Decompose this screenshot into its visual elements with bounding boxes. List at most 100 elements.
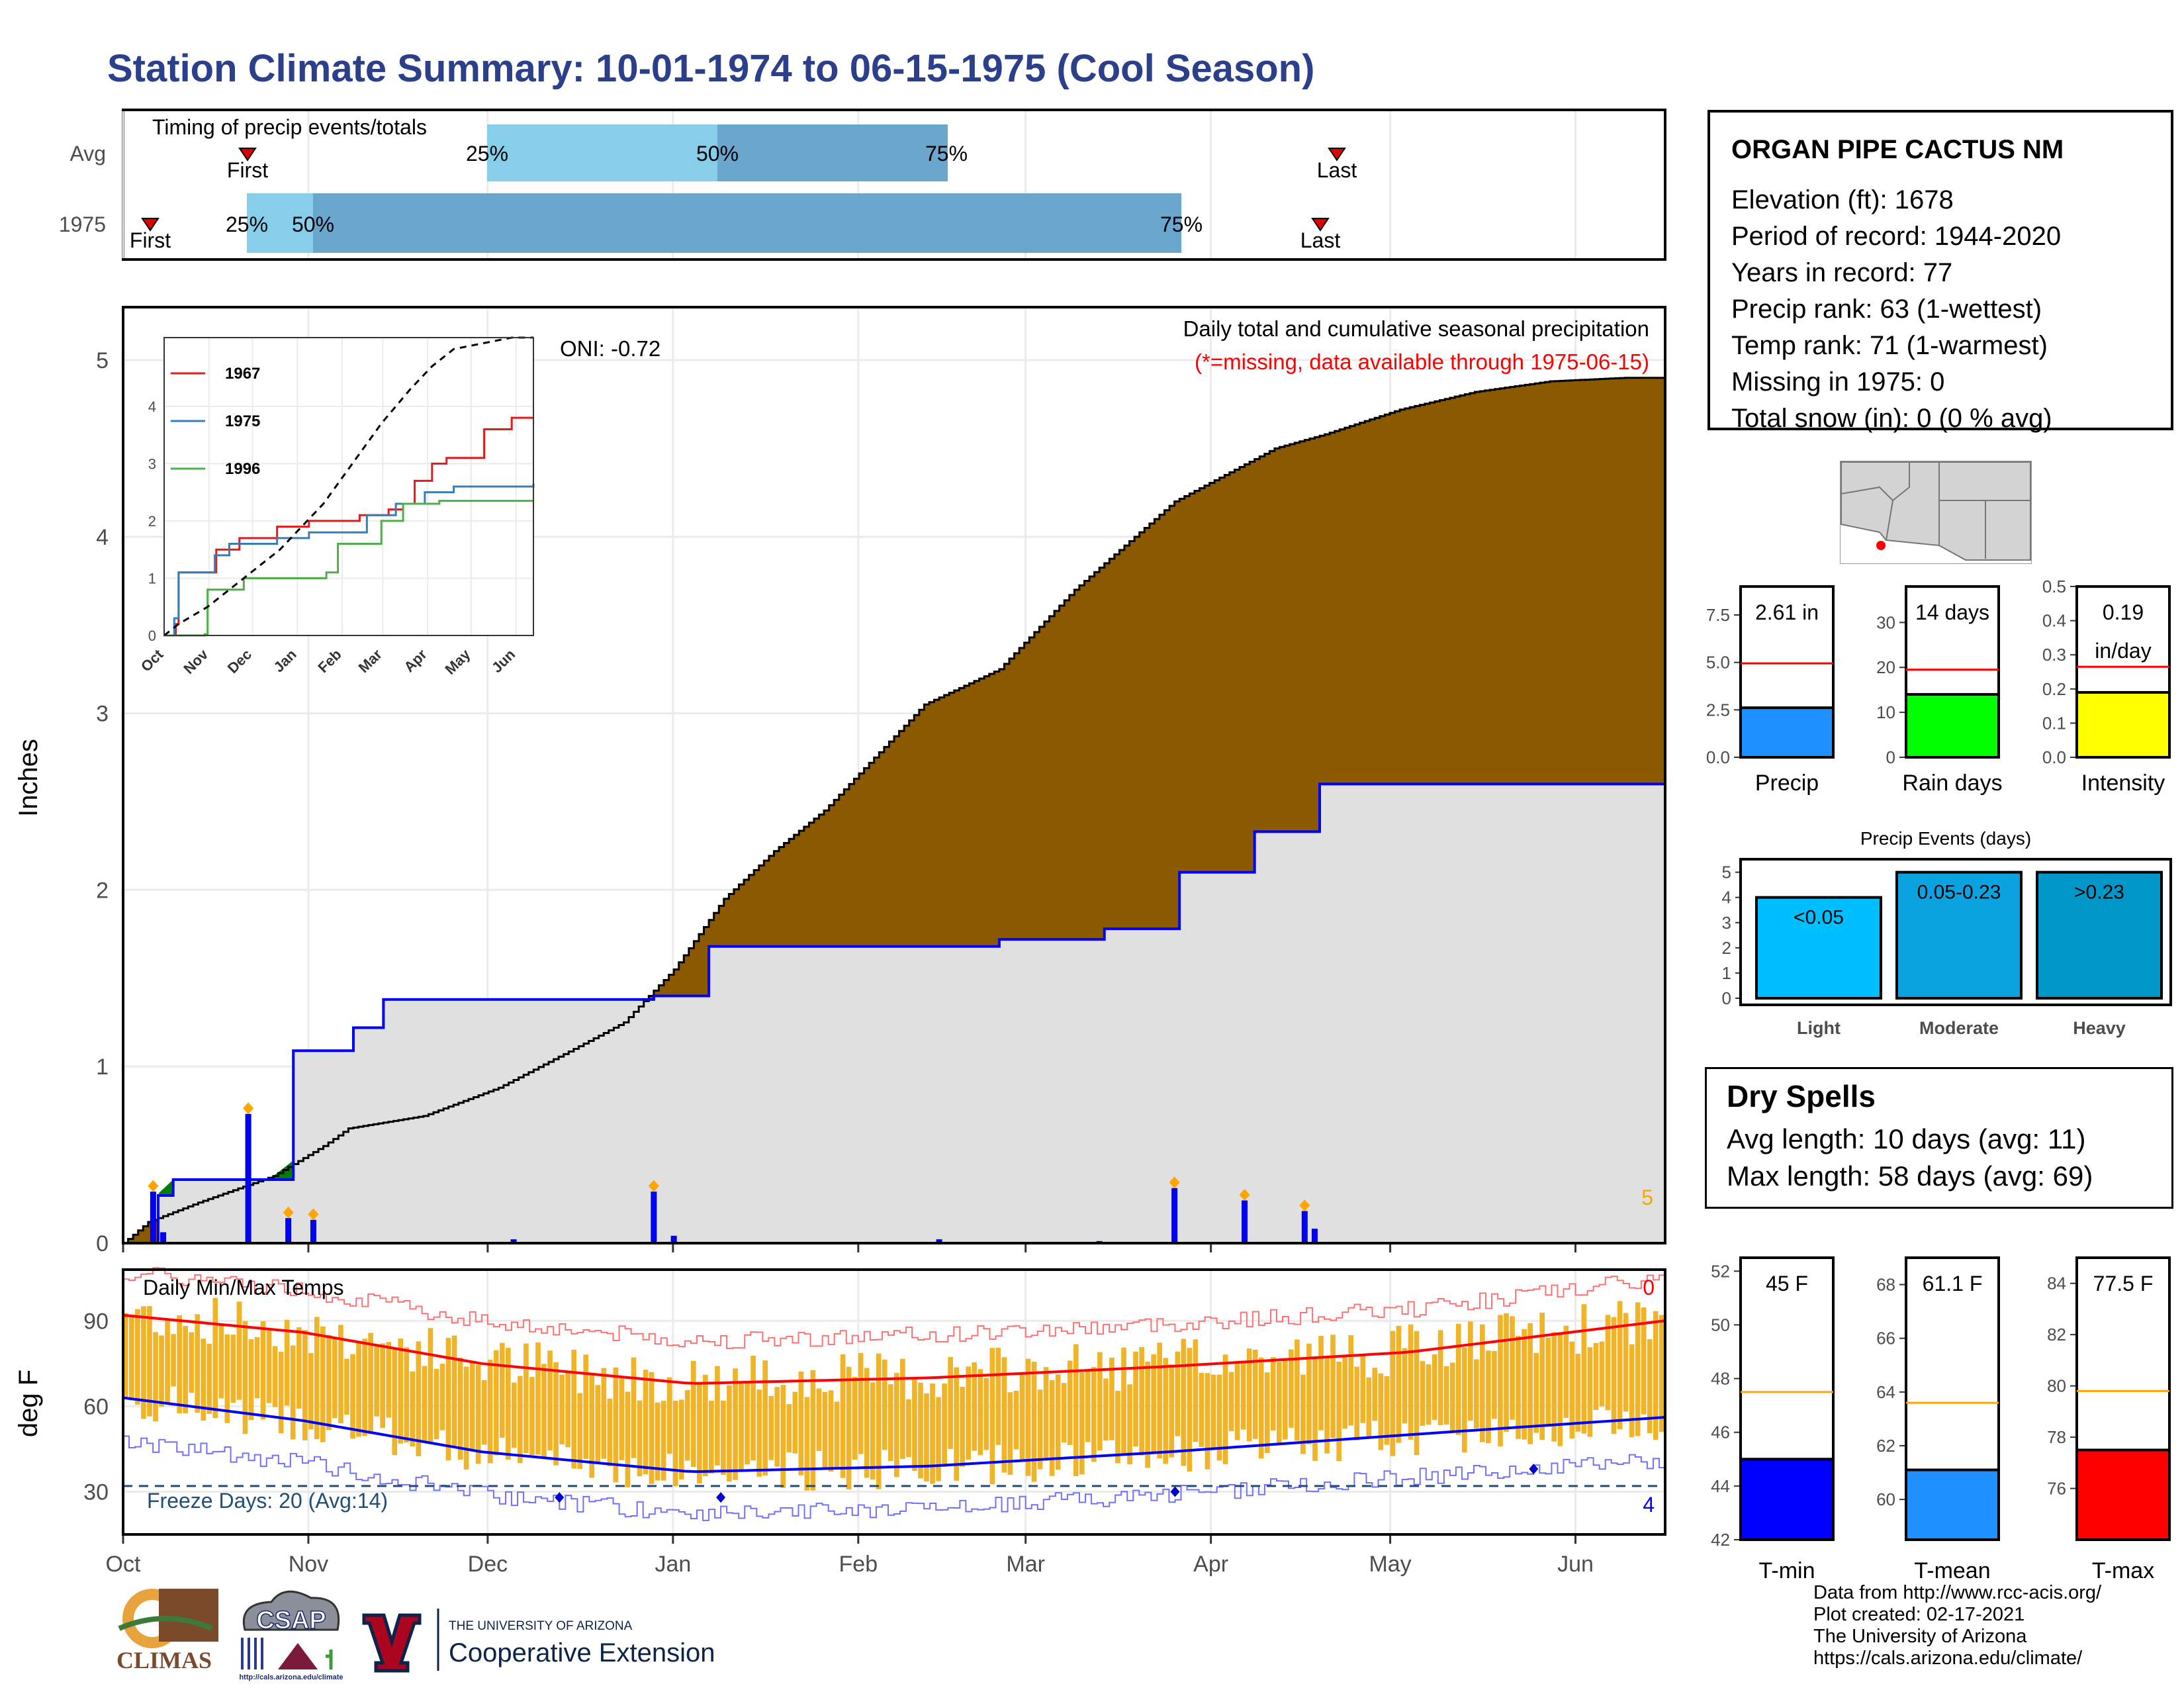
daily-temp-bar-252 [1629, 1344, 1635, 1438]
daily-temp-bar-171 [1145, 1361, 1150, 1468]
record-low-marker-2 [1170, 1486, 1180, 1497]
daily-precip-bar-4 [310, 1219, 316, 1244]
daily-temp-bar-198 [1306, 1343, 1312, 1444]
tmin-tick-label-0: 42 [1711, 1530, 1730, 1550]
footer-line-1: Data from http://www.rcc-acis.org/ [1813, 1582, 2102, 1603]
daily-temp-bar-188 [1246, 1348, 1252, 1442]
daily-temp-bar-172 [1151, 1354, 1157, 1454]
yr-25-50-bar [247, 193, 313, 253]
daily-temp-bar-78 [589, 1373, 595, 1478]
page-title: Station Climate Summary: 10-01-1974 to 0… [107, 47, 1315, 90]
daily-temp-bar-170 [1139, 1346, 1144, 1456]
daily-temp-bar-13 [201, 1338, 206, 1421]
daily-temp-bar-212 [1390, 1331, 1396, 1456]
tmax-bar [2075, 1448, 2171, 1542]
daily-temp-bar-193 [1276, 1362, 1282, 1445]
daily-temp-bar-44 [386, 1342, 392, 1418]
ua-logo: THE UNIVERSITY OF ARIZONA Cooperative Ex… [362, 1609, 715, 1673]
ytick-label-1: 1 [96, 1055, 109, 1080]
daily-temp-bar-92 [672, 1400, 678, 1487]
daily-temp-bar-80 [601, 1368, 607, 1459]
daily-temp-bar-126 [876, 1353, 882, 1489]
daily-temp-bar-41 [368, 1333, 373, 1434]
record-low-marker-0 [555, 1492, 565, 1503]
daily-temp-bar-140 [960, 1386, 966, 1468]
daily-temp-bar-59 [475, 1364, 481, 1464]
events-frame [1739, 858, 2172, 1006]
daily-temp-bar-11 [189, 1332, 195, 1393]
daily-temp-bar-132 [912, 1377, 917, 1471]
daily-temp-bar-72 [553, 1362, 559, 1466]
daily-temp-bar-215 [1408, 1324, 1414, 1440]
intensity-tick-label-3: 0.3 [2042, 645, 2066, 665]
daily-temp-bar-95 [690, 1360, 696, 1468]
daily-temp-bar-73 [559, 1374, 565, 1445]
daily-precip-marker-12 [1299, 1199, 1310, 1211]
avg-25-50-bar [487, 124, 717, 181]
station-years: Years in record: 77 [1731, 258, 1953, 287]
daily-temp-bar-124 [864, 1368, 870, 1478]
daily-temp-bar-122 [852, 1376, 858, 1460]
daily-temp-bar-237 [1539, 1312, 1545, 1440]
daily-temp-bar-157 [1061, 1383, 1067, 1443]
precip-tick-label-0: 0.0 [1706, 747, 1730, 767]
daily-temp-bar-162 [1091, 1367, 1097, 1462]
intensity-tick-label-4: 0.4 [2042, 611, 2066, 631]
tmin-tick-label-2: 46 [1711, 1423, 1730, 1442]
daily-temp-bar-98 [709, 1400, 714, 1474]
daily-temp-bar-2 [135, 1309, 140, 1405]
daily-temp-bar-52 [433, 1368, 439, 1440]
daily-temp-bar-181 [1205, 1373, 1210, 1470]
daily-temp-bar-129 [894, 1373, 899, 1477]
tmax-tick-label-0: 76 [2047, 1479, 2066, 1499]
daily-temp-bar-153 [1037, 1389, 1043, 1470]
tmean-tick-label-0: 60 [1876, 1489, 1895, 1509]
daily-temp-bar-250 [1617, 1301, 1623, 1430]
current-year-area [123, 782, 1665, 1243]
daily-temp-bar-120 [840, 1354, 846, 1478]
daily-temp-bar-160 [1079, 1372, 1085, 1475]
tmin-bar [1739, 1458, 1835, 1542]
daily-temp-bar-108 [768, 1395, 774, 1460]
tmax-tick-label-1: 78 [2047, 1427, 2066, 1447]
tmin-tick-label-3: 48 [1711, 1369, 1730, 1389]
daily-temp-bar-224 [1461, 1347, 1467, 1453]
daily-temp-bar-23 [260, 1321, 266, 1420]
location-map [1840, 461, 2032, 564]
daily-temp-bar-0 [123, 1313, 128, 1397]
daily-temp-bar-63 [499, 1342, 505, 1438]
daily-temp-bar-211 [1384, 1376, 1390, 1445]
daily-temp-bar-45 [392, 1348, 398, 1456]
daily-temp-bar-134 [924, 1393, 929, 1482]
avg-first-marker [238, 148, 257, 162]
footer-line-3: The University of Arizona [1813, 1626, 2027, 1647]
daily-temp-bar-81 [607, 1398, 613, 1467]
events-bar-text-2: >0.23 [2074, 882, 2124, 904]
tmin-tick-label-1: 44 [1711, 1476, 1730, 1496]
daily-temp-bar-163 [1097, 1352, 1103, 1451]
raindays-tick-label-1: 10 [1876, 702, 1895, 722]
main-missing-note: (*=missing, data available through 1975-… [1195, 350, 1649, 374]
daily-temp-bar-251 [1623, 1313, 1629, 1412]
daily-temp-bar-24 [266, 1328, 272, 1403]
daily-temp-bar-213 [1396, 1325, 1402, 1443]
temp-ylabel: deg F [14, 1370, 43, 1437]
daily-temp-bar-222 [1449, 1362, 1455, 1431]
daily-temp-bar-65 [512, 1382, 517, 1448]
raindays-tick-label-3: 30 [1876, 612, 1895, 632]
ytick-label-0: 0 [96, 1231, 109, 1256]
daily-temp-bar-257 [1659, 1315, 1664, 1432]
daily-temp-bar-208 [1366, 1377, 1372, 1437]
daily-temp-bar-184 [1222, 1354, 1228, 1464]
ua-top-text: THE UNIVERSITY OF ARIZONA [449, 1619, 633, 1633]
daily-temp-bar-225 [1467, 1321, 1473, 1421]
daily-temp-bar-166 [1115, 1391, 1120, 1464]
daily-temp-bar-119 [834, 1401, 840, 1468]
record-low-line [123, 1435, 1665, 1521]
timing-label-1975: 1975 [59, 212, 106, 236]
dry-spells-max: Max length: 58 days (avg: 69) [1727, 1160, 2093, 1192]
daily-temp-bar-254 [1641, 1307, 1647, 1415]
yr-p75-label: 75% [1160, 212, 1203, 236]
daily-precip-bar-3 [285, 1218, 292, 1244]
